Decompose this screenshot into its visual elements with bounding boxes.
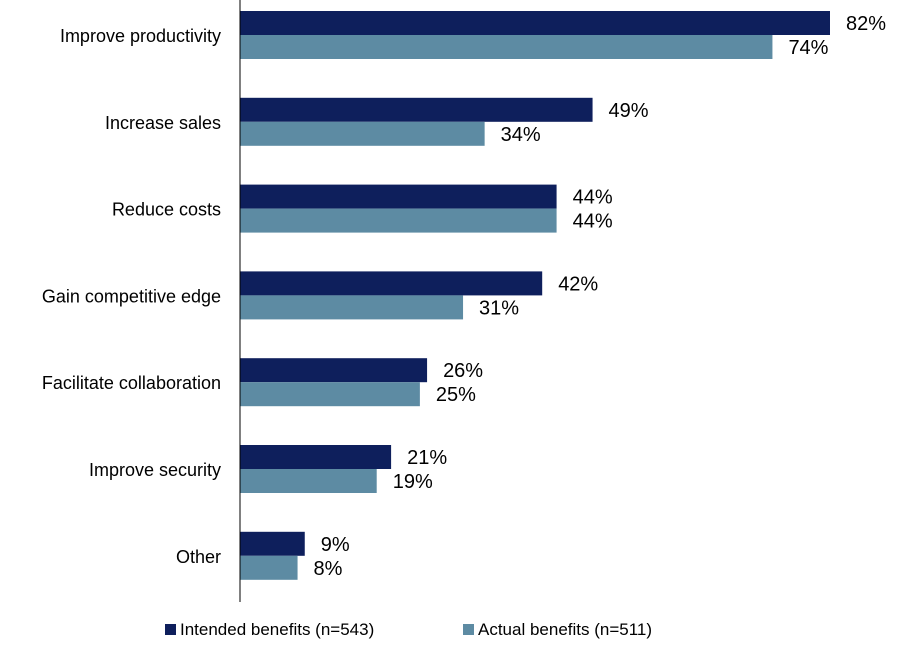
category-label-gain-competitive-edge: Gain competitive edge — [42, 286, 221, 306]
legend-label-actual: Actual benefits (n=511) — [478, 620, 652, 639]
category-label-facilitate-collaboration: Facilitate collaboration — [42, 373, 221, 393]
value-label-actual-facilitate-collaboration: 25% — [436, 384, 476, 406]
value-label-actual-increase-sales: 34% — [501, 124, 541, 146]
value-label-actual-improve-security: 19% — [393, 471, 433, 493]
bar-actual-gain-competitive-edge — [240, 295, 464, 320]
value-label-actual-gain-competitive-edge: 31% — [479, 297, 519, 319]
labels-layer: Improve productivity 82% 74% Increase sales… — [42, 13, 886, 580]
value-label-actual-other: 8% — [314, 558, 343, 580]
category-label-reduce-costs: Reduce costs — [112, 200, 221, 220]
category-label-increase-sales: Increase sales — [105, 113, 221, 133]
legend-swatch-actual — [463, 624, 474, 635]
value-label-intended-reduce-costs: 44% — [573, 187, 613, 209]
bar-actual-other — [240, 555, 298, 580]
bar-intended-reduce-costs — [240, 184, 557, 209]
bar-actual-improve-productivity — [240, 35, 773, 59]
value-label-intended-other: 9% — [321, 534, 350, 556]
bar-intended-increase-sales — [240, 97, 593, 122]
value-label-actual-reduce-costs: 44% — [573, 211, 613, 233]
value-label-actual-improve-productivity: 74% — [788, 37, 828, 59]
legend-swatch-intended — [165, 624, 176, 635]
category-label-other: Other — [176, 547, 221, 567]
bars-layer — [240, 11, 830, 580]
category-label-improve-productivity: Improve productivity — [60, 26, 221, 46]
legend: Intended benefits (n=543) Actual benefits… — [165, 620, 652, 639]
legend-label-intended: Intended benefits (n=543) — [180, 620, 374, 639]
value-label-intended-improve-security: 21% — [407, 447, 447, 469]
bar-actual-facilitate-collaboration — [240, 382, 420, 407]
bar-intended-improve-security — [240, 445, 392, 469]
bar-actual-reduce-costs — [240, 208, 557, 233]
value-label-intended-gain-competitive-edge: 42% — [558, 273, 598, 295]
bar-actual-improve-security — [240, 469, 377, 493]
bar-intended-other — [240, 531, 305, 556]
value-label-intended-facilitate-collaboration: 26% — [443, 360, 483, 382]
category-label-improve-security: Improve security — [89, 460, 221, 480]
value-label-intended-improve-productivity: 82% — [846, 13, 886, 35]
bar-intended-improve-productivity — [240, 11, 830, 35]
bar-actual-increase-sales — [240, 121, 485, 146]
bar-intended-facilitate-collaboration — [240, 358, 428, 383]
bar-intended-gain-competitive-edge — [240, 271, 543, 296]
value-label-intended-increase-sales: 49% — [609, 100, 649, 122]
